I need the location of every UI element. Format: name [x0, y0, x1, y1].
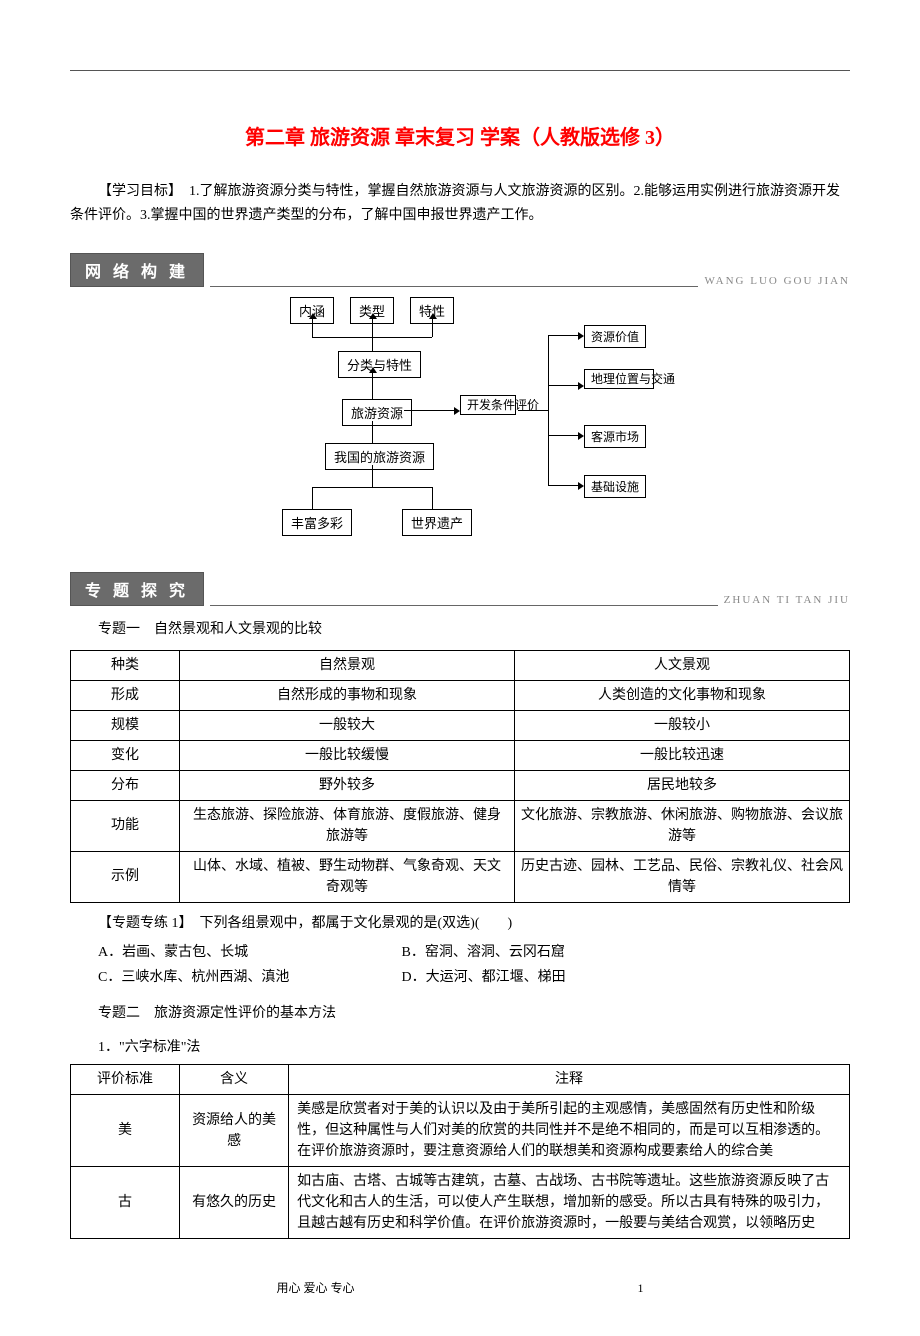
diagram-node-ziyuan: 旅游资源 [342, 399, 412, 426]
diagram-node-infra: 基础设施 [584, 475, 646, 498]
page-number: 1 [638, 1281, 644, 1296]
table-header-cell: 含义 [180, 1065, 289, 1095]
section-rule [210, 286, 698, 287]
section-label-2: 专 题 探 究 [70, 572, 204, 606]
table-header-cell: 人文景观 [515, 650, 850, 680]
section-pinyin-2: ZHUAN TI TAN JIU [724, 594, 850, 606]
footer-text: 用心 爱心 专心 [276, 1281, 354, 1295]
diagram-node-market: 客源市场 [584, 425, 646, 448]
topic2-title: 专题二 旅游资源定性评价的基本方法 [98, 1002, 850, 1022]
table-row: 古 有悠久的历史 如古庙、古塔、古城等古建筑，古墓、古战场、古书院等遗址。这些旅… [71, 1167, 850, 1239]
section-topic-header: 专 题 探 究 ZHUAN TI TAN JIU [70, 572, 850, 606]
table-header-cell: 种类 [71, 650, 180, 680]
concept-diagram: 内涵 类型 特性 分类与特性 旅游资源 开发条件评价 资源价值 地理位置与交通 … [150, 297, 770, 557]
option-d: D．大运河、都江堰、梯田 [402, 965, 702, 990]
section-label: 网 络 构 建 [70, 253, 204, 287]
table-header-cell: 注释 [289, 1065, 850, 1095]
table-row: 变化一般比较缓慢一般比较迅速 [71, 740, 850, 770]
table-row: 种类 自然景观 人文景观 [71, 650, 850, 680]
table-row: 示例山体、水域、植被、野生动物群、气象奇观、天文奇观等历史古迹、园林、工艺品、民… [71, 851, 850, 902]
table-row: 形成自然形成的事物和现象人类创造的文化事物和现象 [71, 680, 850, 710]
exercise-options: A．岩画、蒙古包、长城 B．窑洞、溶洞、云冈石窟 C．三峡水库、杭州西湖、滇池 … [98, 940, 850, 990]
topic1-title: 专题一 自然景观和人文景观的比较 [98, 618, 850, 638]
exercise-stem: 【专题专练 1】 下列各组景观中，都属于文化景观的是(双选)( ) [98, 911, 850, 936]
diagram-node-location: 地理位置与交通 [584, 369, 654, 389]
table-row: 分布野外较多居民地较多 [71, 770, 850, 800]
top-rule [70, 70, 850, 71]
table-row: 美 资源给人的美感 美感是欣赏者对于美的认识以及由于美所引起的主观感情，美感固然… [71, 1095, 850, 1167]
table-header-cell: 评价标准 [71, 1065, 180, 1095]
table-row: 规模一般较大一般较小 [71, 710, 850, 740]
option-c: C．三峡水库、杭州西湖、滇池 [98, 965, 398, 990]
criteria-table: 评价标准 含义 注释 美 资源给人的美感 美感是欣赏者对于美的认识以及由于美所引… [70, 1064, 850, 1239]
diagram-node-eval: 开发条件评价 [460, 395, 516, 415]
topic2-sub: 1．"六字标准"法 [98, 1036, 850, 1056]
page-footer: 用心 爱心 专心 1 [70, 1279, 850, 1296]
option-b: B．窑洞、溶洞、云冈石窟 [402, 940, 702, 965]
option-a: A．岩画、蒙古包、长城 [98, 940, 398, 965]
section-pinyin: WANG LUO GOU JIAN [704, 275, 850, 287]
section-rule-2 [210, 605, 718, 606]
section-network-header: 网 络 构 建 WANG LUO GOU JIAN [70, 253, 850, 287]
diagram-node-value: 资源价值 [584, 325, 646, 348]
learning-objectives: 【学习目标】 1.了解旅游资源分类与特性，掌握自然旅游资源与人文旅游资源的区别。… [70, 180, 850, 228]
page-title: 第二章 旅游资源 章末复习 学案（人教版选修 3） [70, 121, 850, 150]
diagram-node-heritage: 世界遗产 [402, 509, 472, 536]
table-row: 功能生态旅游、探险旅游、体育旅游、度假旅游、健身旅游等文化旅游、宗教旅游、休闲旅… [71, 800, 850, 851]
diagram-node-fenlei: 分类与特性 [338, 351, 421, 378]
diagram-node-china: 我国的旅游资源 [325, 443, 434, 470]
diagram-node-rich: 丰富多彩 [282, 509, 352, 536]
table-row: 评价标准 含义 注释 [71, 1065, 850, 1095]
comparison-table: 种类 自然景观 人文景观 形成自然形成的事物和现象人类创造的文化事物和现象 规模… [70, 650, 850, 903]
table-header-cell: 自然景观 [180, 650, 515, 680]
